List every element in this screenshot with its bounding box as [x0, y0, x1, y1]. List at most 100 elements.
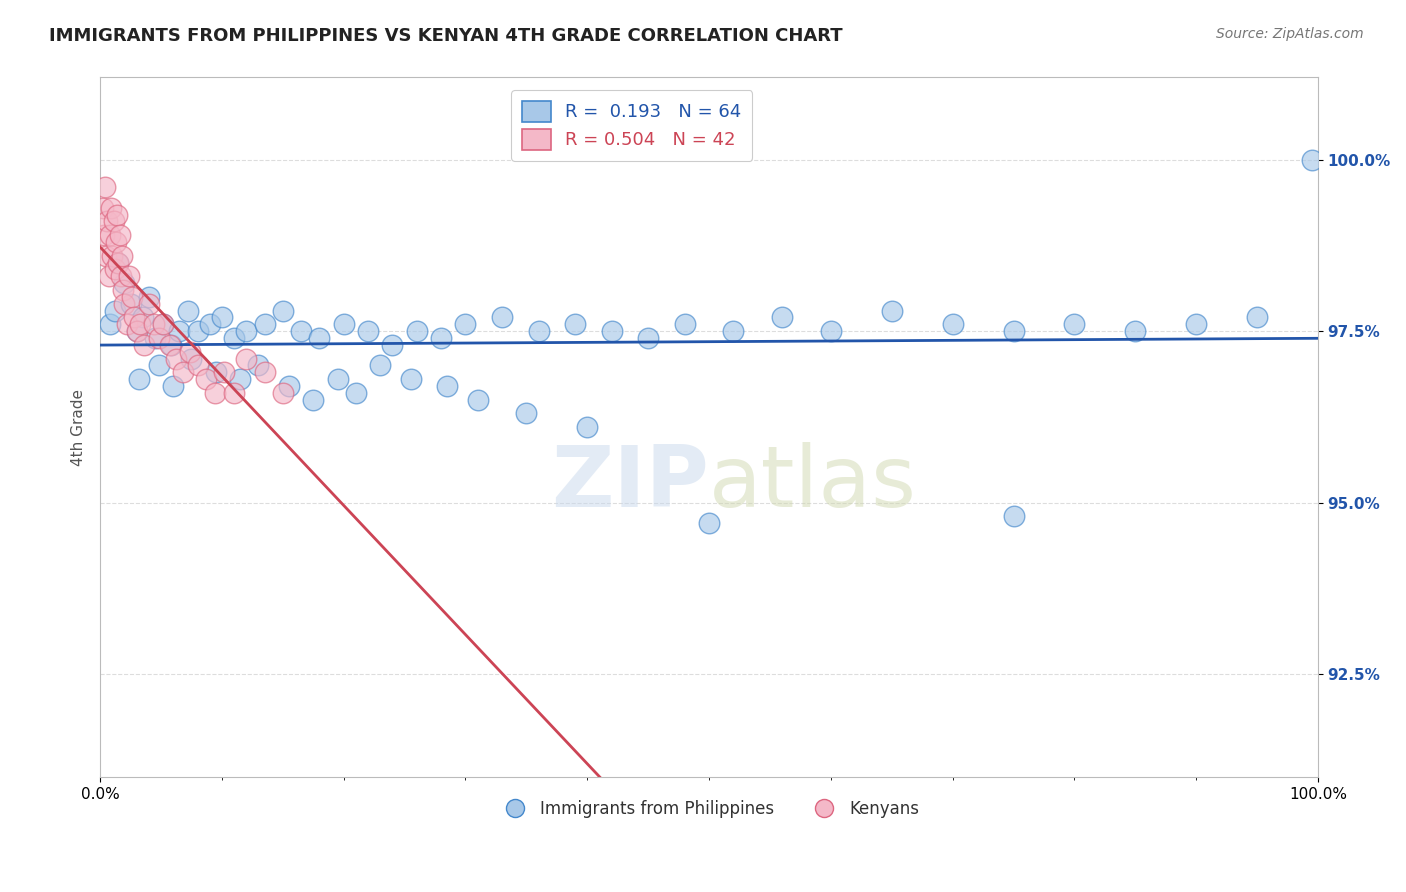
Point	[211, 310, 233, 325]
Point	[229, 372, 252, 386]
Point	[697, 516, 720, 530]
Point	[96, 249, 118, 263]
Point	[120, 296, 142, 310]
Point	[177, 303, 200, 318]
Point	[162, 379, 184, 393]
Point	[308, 331, 330, 345]
Point	[93, 228, 115, 243]
Point	[122, 310, 145, 325]
Point	[187, 324, 209, 338]
Point	[94, 180, 117, 194]
Point	[107, 255, 129, 269]
Point	[1063, 318, 1085, 332]
Point	[143, 331, 166, 345]
Point	[204, 385, 226, 400]
Point	[1246, 310, 1268, 325]
Text: IMMIGRANTS FROM PHILIPPINES VS KENYAN 4TH GRADE CORRELATION CHART: IMMIGRANTS FROM PHILIPPINES VS KENYAN 4T…	[49, 27, 842, 45]
Point	[820, 324, 842, 338]
Point	[368, 359, 391, 373]
Point	[600, 324, 623, 338]
Point	[104, 262, 127, 277]
Point	[105, 208, 128, 222]
Point	[169, 324, 191, 338]
Point	[527, 324, 550, 338]
Point	[172, 365, 194, 379]
Point	[454, 318, 477, 332]
Point	[107, 255, 129, 269]
Point	[98, 228, 121, 243]
Point	[96, 214, 118, 228]
Point	[159, 338, 181, 352]
Point	[142, 318, 165, 332]
Point	[222, 385, 245, 400]
Point	[515, 406, 537, 420]
Point	[673, 318, 696, 332]
Point	[1002, 324, 1025, 338]
Point	[129, 318, 152, 332]
Point	[114, 296, 136, 310]
Point	[198, 318, 221, 332]
Point	[98, 318, 121, 332]
Text: atlas: atlas	[709, 442, 917, 524]
Point	[132, 310, 155, 325]
Point	[118, 269, 141, 284]
Point	[104, 303, 127, 318]
Point	[247, 359, 270, 373]
Point	[1002, 509, 1025, 524]
Point	[179, 344, 201, 359]
Point	[1185, 318, 1208, 332]
Point	[101, 249, 124, 263]
Point	[235, 324, 257, 338]
Point	[125, 324, 148, 338]
Point	[290, 324, 312, 338]
Point	[159, 338, 181, 352]
Y-axis label: 4th Grade: 4th Grade	[72, 389, 86, 466]
Legend: Immigrants from Philippines, Kenyans: Immigrants from Philippines, Kenyans	[492, 793, 927, 824]
Point	[405, 324, 427, 338]
Point	[253, 365, 276, 379]
Point	[148, 359, 170, 373]
Point	[326, 372, 349, 386]
Point	[942, 318, 965, 332]
Point	[357, 324, 380, 338]
Point	[344, 385, 367, 400]
Point	[399, 372, 422, 386]
Point	[148, 331, 170, 345]
Point	[770, 310, 793, 325]
Point	[108, 228, 131, 243]
Text: Source: ZipAtlas.com: Source: ZipAtlas.com	[1216, 27, 1364, 41]
Point	[214, 365, 236, 379]
Text: ZIP: ZIP	[551, 442, 709, 524]
Point	[271, 303, 294, 318]
Point	[277, 379, 299, 393]
Point	[302, 392, 325, 407]
Point	[180, 351, 202, 366]
Point	[111, 249, 134, 263]
Point	[564, 318, 586, 332]
Point	[880, 303, 903, 318]
Point	[121, 290, 143, 304]
Point	[1123, 324, 1146, 338]
Point	[114, 276, 136, 290]
Point	[115, 318, 138, 332]
Point	[491, 310, 513, 325]
Point	[125, 324, 148, 338]
Point	[381, 338, 404, 352]
Point	[112, 283, 135, 297]
Point	[110, 269, 132, 284]
Point	[637, 331, 659, 345]
Point	[138, 290, 160, 304]
Point	[222, 331, 245, 345]
Point	[430, 331, 453, 345]
Point	[253, 318, 276, 332]
Point	[97, 269, 120, 284]
Point	[195, 372, 218, 386]
Point	[205, 365, 228, 379]
Point	[187, 359, 209, 373]
Point	[271, 385, 294, 400]
Point	[132, 338, 155, 352]
Point	[467, 392, 489, 407]
Point	[91, 201, 114, 215]
Point	[152, 318, 174, 332]
Point	[152, 318, 174, 332]
